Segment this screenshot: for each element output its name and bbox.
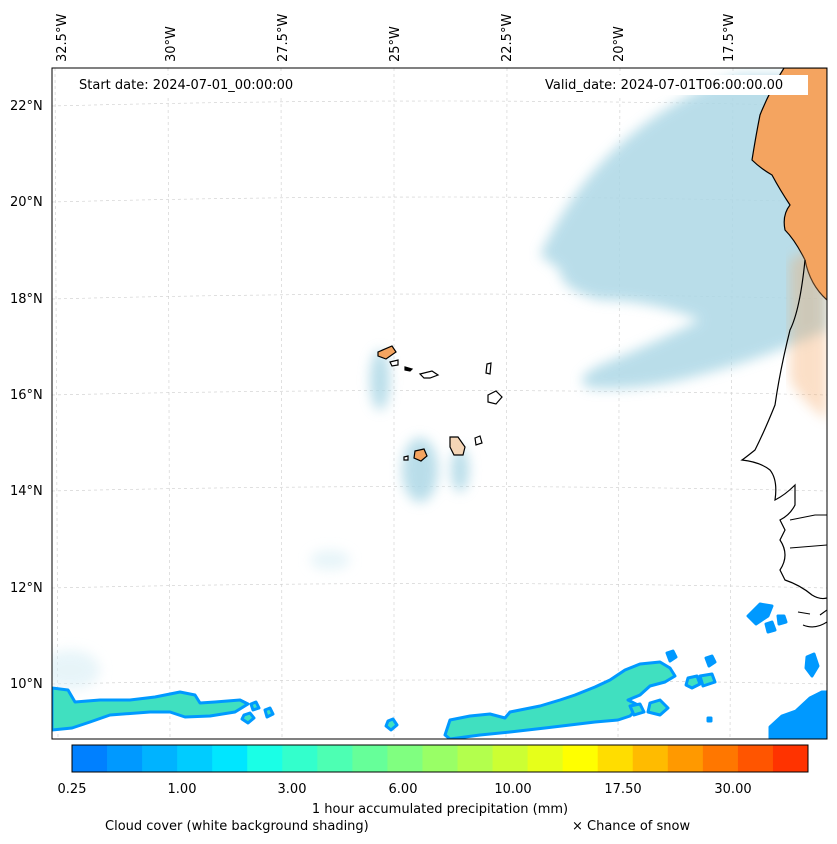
island-sao-nicolau — [418, 370, 440, 379]
colorbar-segment — [422, 745, 459, 772]
colorbar-tick-label: 1.00 — [167, 782, 197, 797]
colorbar-segment — [142, 745, 178, 772]
precip-band-south — [443, 660, 677, 739]
colorbar-segment — [317, 745, 353, 772]
colorbar-segment — [72, 745, 108, 772]
colorbar-tick-label: 30.00 — [714, 782, 752, 797]
start-date-label: Start date: 2024-07-01_00:00:00 — [79, 78, 294, 93]
lat-label-22n: 22°N — [10, 99, 43, 114]
lon-label-25w: 25°W — [388, 26, 403, 62]
lat-label-10n: 10°N — [10, 677, 43, 692]
colorbar-segment — [772, 745, 809, 772]
cloud-cover-faint — [52, 550, 350, 690]
colorbar-segment — [562, 745, 599, 772]
island-boa-vista — [487, 390, 503, 405]
island-sao-vicente — [389, 359, 399, 367]
cloud-cover-legend: Cloud cover (white background shading) — [105, 819, 369, 834]
colorbar-frame — [71, 744, 809, 773]
island-santa-luzia — [404, 366, 414, 372]
colorbar-segment — [737, 745, 774, 772]
precip-band-west — [52, 686, 250, 732]
lat-label-16n: 16°N — [10, 388, 43, 403]
lon-label-17-5w: 17.5°W — [722, 13, 737, 62]
colorbar-segment — [632, 745, 669, 772]
west-africa-coastline — [740, 259, 827, 600]
island-fogo — [413, 448, 428, 462]
colorbar-segment — [597, 745, 634, 772]
lon-label-32-5w: 32.5°W — [55, 13, 70, 62]
colorbar-tick-label: 10.00 — [494, 782, 532, 797]
lat-label-12n: 12°N — [10, 581, 43, 596]
lat-label-20n: 20°N — [10, 195, 43, 210]
colorbar-segment — [177, 745, 213, 772]
valid-date-box — [538, 75, 808, 95]
island-maio — [474, 435, 483, 446]
lat-label-14n: 14°N — [10, 484, 43, 499]
coastline-detail — [789, 514, 827, 628]
island-santiago — [449, 436, 466, 456]
colorbar-segment — [667, 745, 704, 772]
cape-verde-islands — [377, 345, 503, 462]
map-frame — [51, 67, 828, 740]
colorbar-segment — [352, 745, 388, 772]
island-brava — [403, 455, 409, 461]
colorbar — [72, 745, 809, 772]
colorbar-segment — [107, 745, 143, 772]
colorbar-tick-label: 17.50 — [604, 782, 642, 797]
colorbar-segment — [247, 745, 283, 772]
lon-label-22-5w: 22.5°W — [500, 13, 515, 62]
lon-label-27-5w: 27.5°W — [276, 13, 291, 62]
lon-label-30w: 30°W — [164, 26, 179, 62]
colorbar-segment — [492, 745, 529, 772]
colorbar-tick-label: 3.00 — [277, 782, 307, 797]
precipitation — [52, 602, 827, 739]
colorbar-segment — [527, 745, 564, 772]
colorbar-tick-label: 6.00 — [388, 782, 418, 797]
colorbar-segment — [282, 745, 318, 772]
colorbar-segment — [457, 745, 494, 772]
map-area — [52, 68, 827, 739]
colorbar-segment — [702, 745, 739, 772]
colorbar-title: 1 hour accumulated precipitation (mm) — [311, 802, 569, 817]
gridlines — [52, 68, 827, 739]
valid-date-label: Valid_date: 2024-07-01T06:00:00.00 — [545, 78, 784, 93]
lon-label-20w: 20°W — [612, 26, 627, 62]
lat-label-18n: 18°N — [10, 292, 43, 307]
island-santo-antao — [377, 345, 397, 360]
snow-legend: × Chance of snow — [572, 819, 691, 834]
colorbar-segment — [212, 745, 248, 772]
island-sal — [485, 362, 492, 375]
colorbar-segment — [387, 745, 423, 772]
colorbar-tick-label: 0.25 — [57, 782, 87, 797]
start-date-box — [72, 75, 317, 95]
africa-inland-faded — [790, 240, 827, 420]
